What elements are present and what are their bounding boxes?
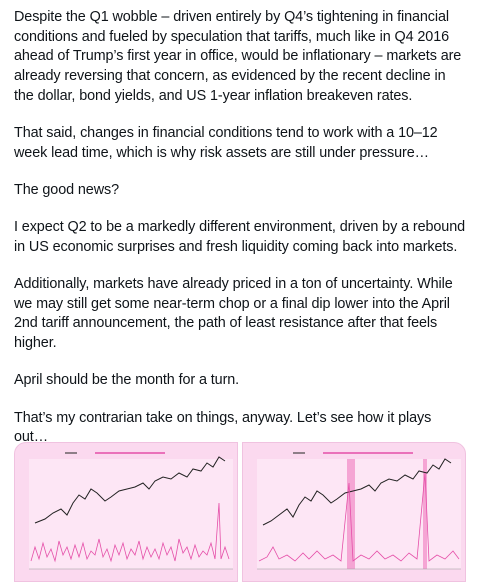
signal-line [30,502,230,563]
chart-image[interactable] [14,442,238,582]
signal-line [258,472,460,562]
chart-thumbnail [29,452,233,570]
index-line [262,458,452,526]
chart-thumbnail [257,452,461,570]
paragraph: The good news? [14,181,120,198]
page: {"post": {"paragraphs": [ "Despite the Q… [14,8,468,582]
chart-image[interactable] [242,442,466,582]
index-line [34,456,226,524]
plot-area [29,459,233,569]
paragraph: I expect Q2 to be a markedly different e… [14,219,465,255]
highlight-band [347,459,355,569]
paragraph: April should be the month for a turn. [14,372,240,389]
paragraph: Additionally, markets have already price… [14,276,453,352]
post-text: Despite the Q1 wobble – driven entirely … [14,8,468,465]
highlight-band [423,459,427,569]
paragraph: Despite the Q1 wobble – driven entirely … [14,9,462,104]
plot-area [257,459,461,569]
paragraph: That’s my contrarian take on things, any… [14,409,432,446]
media-grid [14,442,466,582]
paragraph: That said, changes in financial conditio… [14,125,438,161]
